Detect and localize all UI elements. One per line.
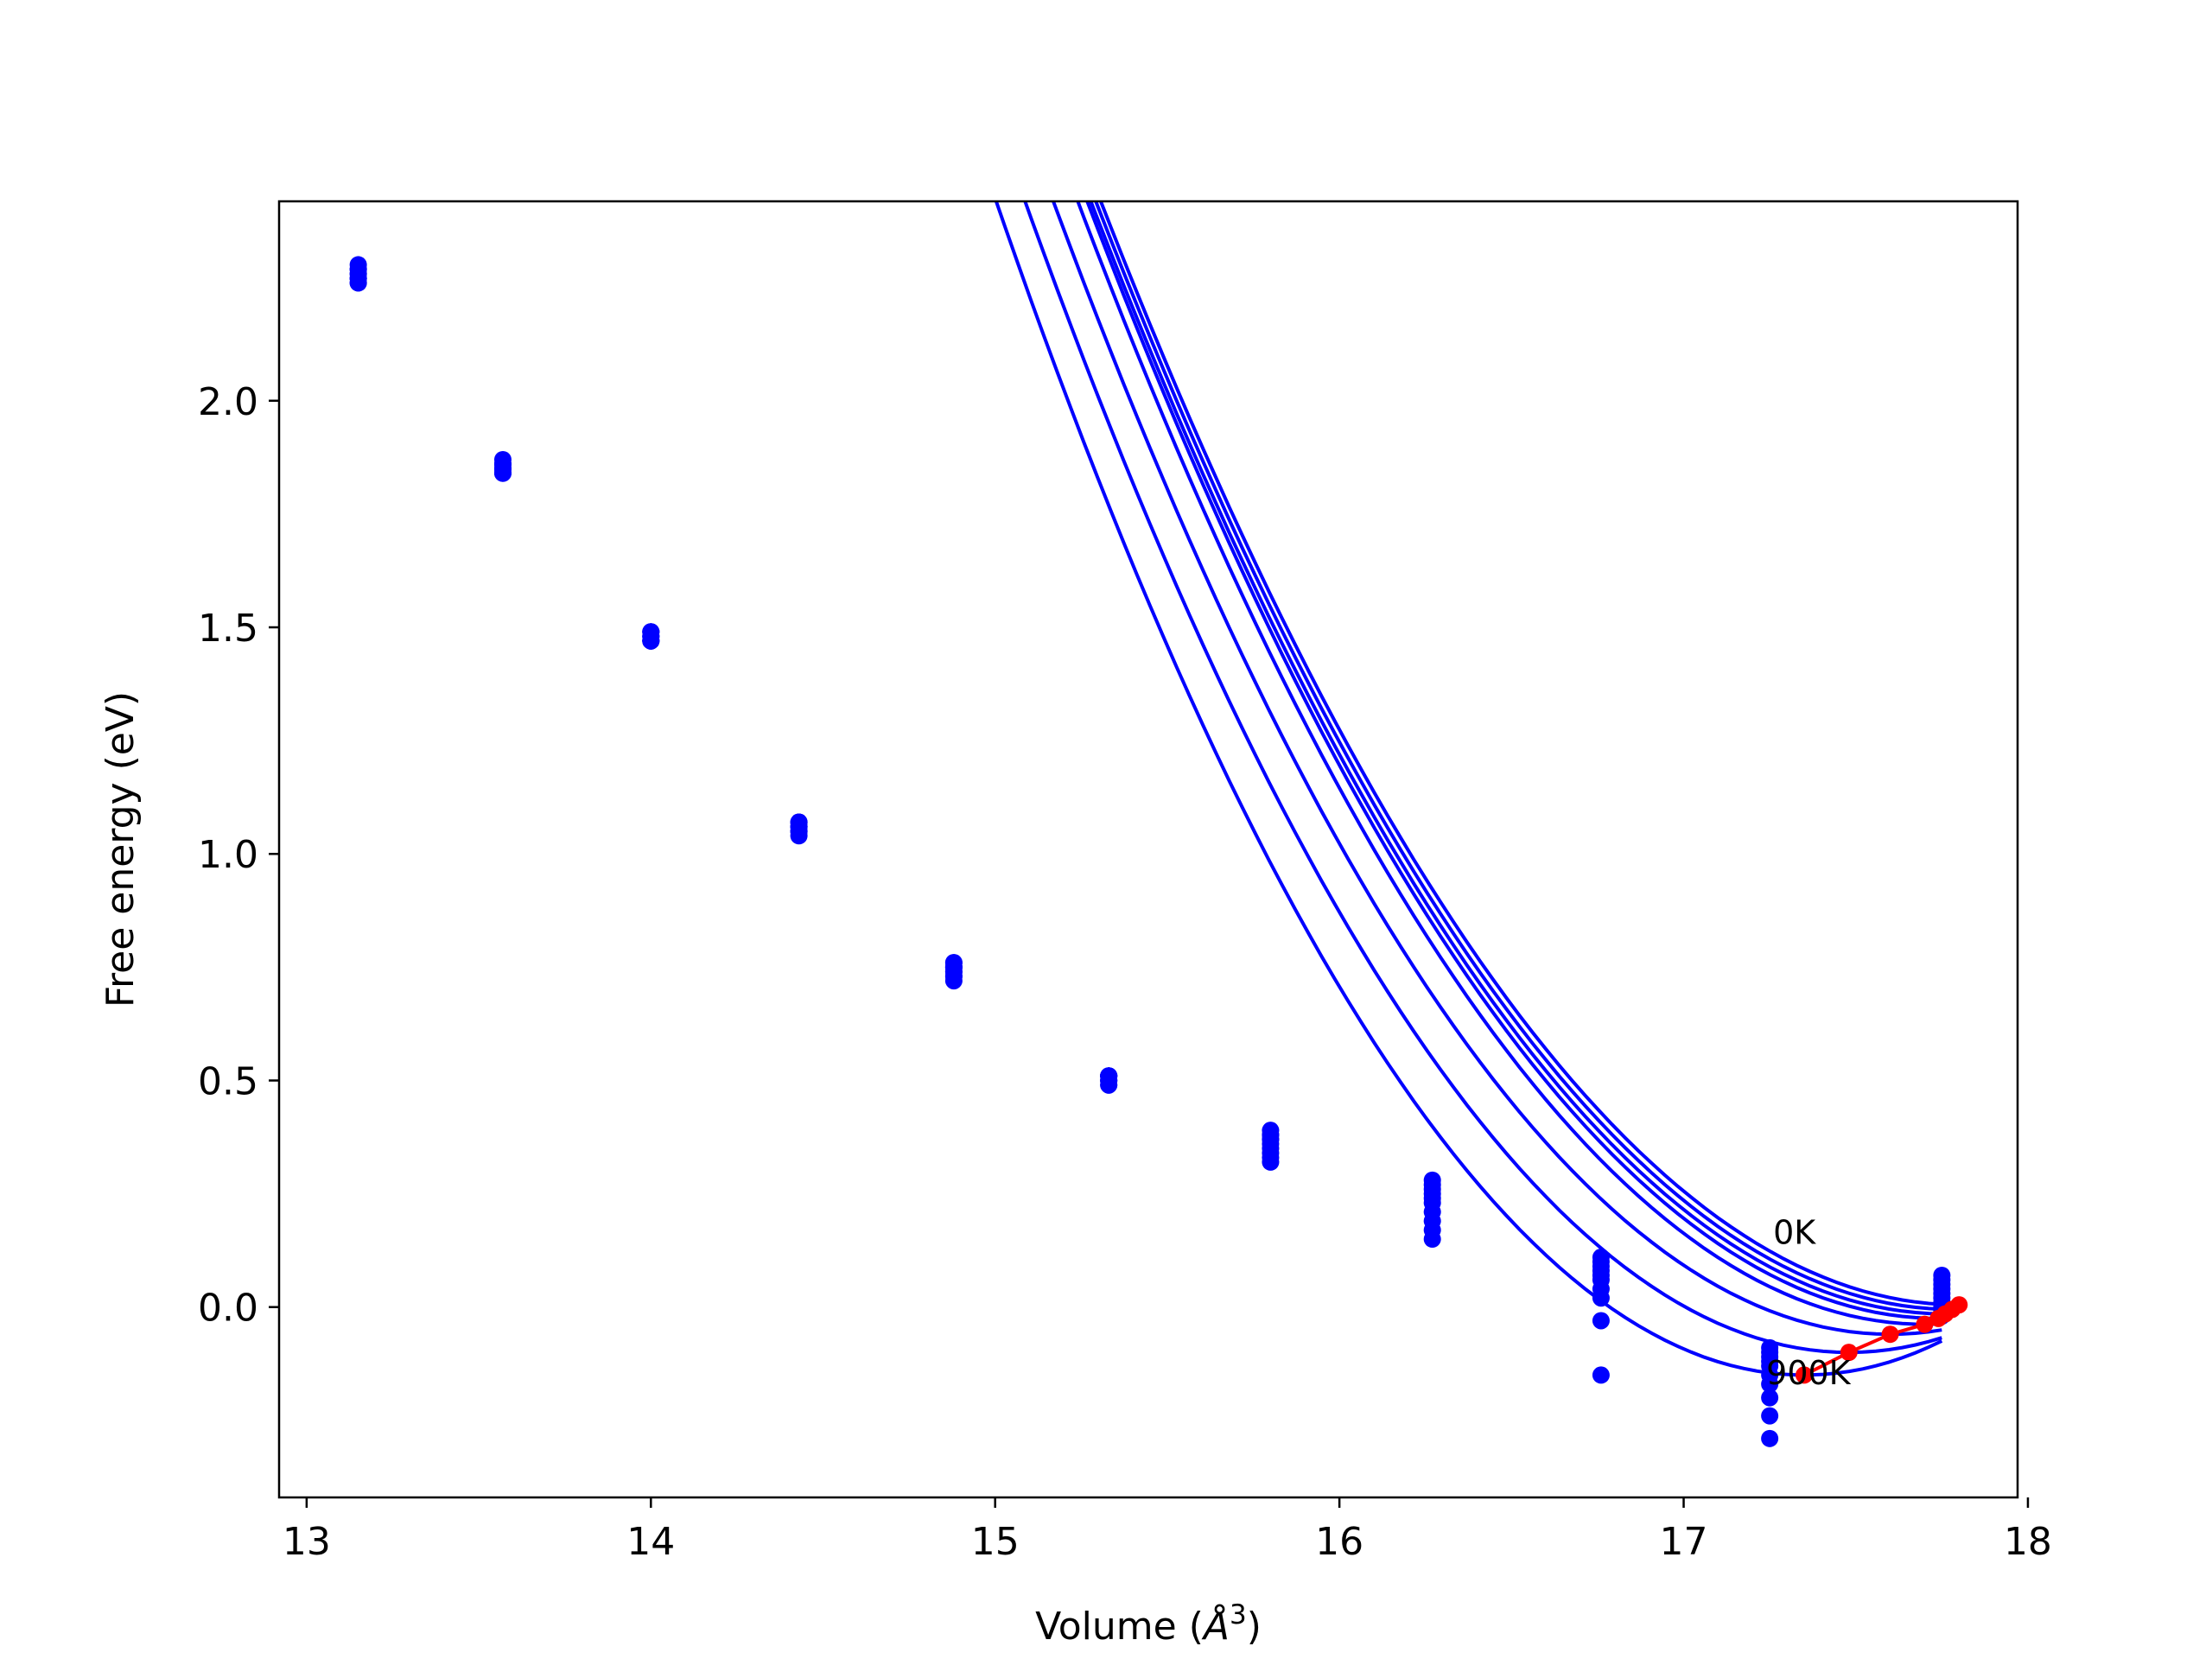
fit-curve-7 xyxy=(994,201,1943,1377)
data-point-s7-8 xyxy=(1592,1289,1610,1307)
axes-frame xyxy=(277,200,2019,1499)
data-point-s8-9 xyxy=(1761,1407,1779,1425)
fit-curve-6 xyxy=(1023,201,1942,1355)
x-axis-label: Volume (Å3) xyxy=(1035,1599,1262,1649)
data-point-s9-3 xyxy=(790,827,808,845)
y-tick-label-0: 0.0 xyxy=(198,1287,258,1331)
axis-labels: Volume (Å3) Free energy (eV) xyxy=(99,691,1262,1649)
data-point-s6-9 xyxy=(1761,1375,1779,1393)
data-point-s9-2 xyxy=(642,623,660,641)
fit-curve-5 xyxy=(1051,201,1942,1337)
minimum-point-3 xyxy=(1916,1315,1934,1333)
annotation-900K: 900K xyxy=(1766,1354,1852,1392)
x-tick-label-18: 18 xyxy=(2004,1520,2052,1564)
y-tick-label-1: 1.0 xyxy=(198,833,258,877)
data-point-s9-0 xyxy=(349,256,367,274)
data-point-s7-9 xyxy=(1761,1389,1779,1407)
data-point-s9-9 xyxy=(1761,1429,1779,1447)
fit-curve-1 xyxy=(1094,201,1942,1312)
y-tick-label-1.5: 1.5 xyxy=(198,607,258,651)
x-tick-label-16: 16 xyxy=(1315,1520,1363,1564)
data-point-s9-5 xyxy=(1100,1076,1118,1094)
fit-curve-3 xyxy=(1085,201,1942,1320)
x-tick-label-13: 13 xyxy=(283,1520,331,1564)
tick-marks: 13 14 15 16 17 18 0.0 0.5 1.0 1.5 2.0 xyxy=(198,380,2052,1564)
data-point-s9-8 xyxy=(1592,1366,1610,1384)
data-point-s8-8 xyxy=(1592,1312,1610,1330)
data-point-s9-4 xyxy=(944,972,963,990)
data-point-s9-1 xyxy=(493,450,512,468)
data-point-s9-6 xyxy=(1262,1153,1280,1171)
minimum-point-0 xyxy=(1795,1366,1813,1384)
y-tick-label-0.5: 0.5 xyxy=(198,1059,258,1103)
plot-area xyxy=(349,201,1968,1447)
fit-curve-0 xyxy=(1098,201,1942,1306)
plot-content xyxy=(349,201,1968,1447)
y-axis-label: Free energy (eV) xyxy=(99,691,143,1007)
x-tick-label-14: 14 xyxy=(626,1520,675,1564)
data-point-s9-7 xyxy=(1423,1230,1441,1249)
fit-curve-4 xyxy=(1076,201,1942,1326)
x-tick-label-17: 17 xyxy=(1660,1520,1708,1564)
minimum-point-2 xyxy=(1881,1325,1899,1344)
fit-curve-2 xyxy=(1089,201,1942,1316)
annotation-0K: 0K xyxy=(1773,1213,1816,1251)
annotations: 0K 900K xyxy=(1766,1213,1852,1392)
y-tick-label-2: 2.0 xyxy=(198,380,258,424)
minimum-point-1 xyxy=(1840,1344,1858,1362)
minimum-point-7 xyxy=(1950,1296,1968,1314)
x-tick-label-15: 15 xyxy=(971,1520,1020,1564)
